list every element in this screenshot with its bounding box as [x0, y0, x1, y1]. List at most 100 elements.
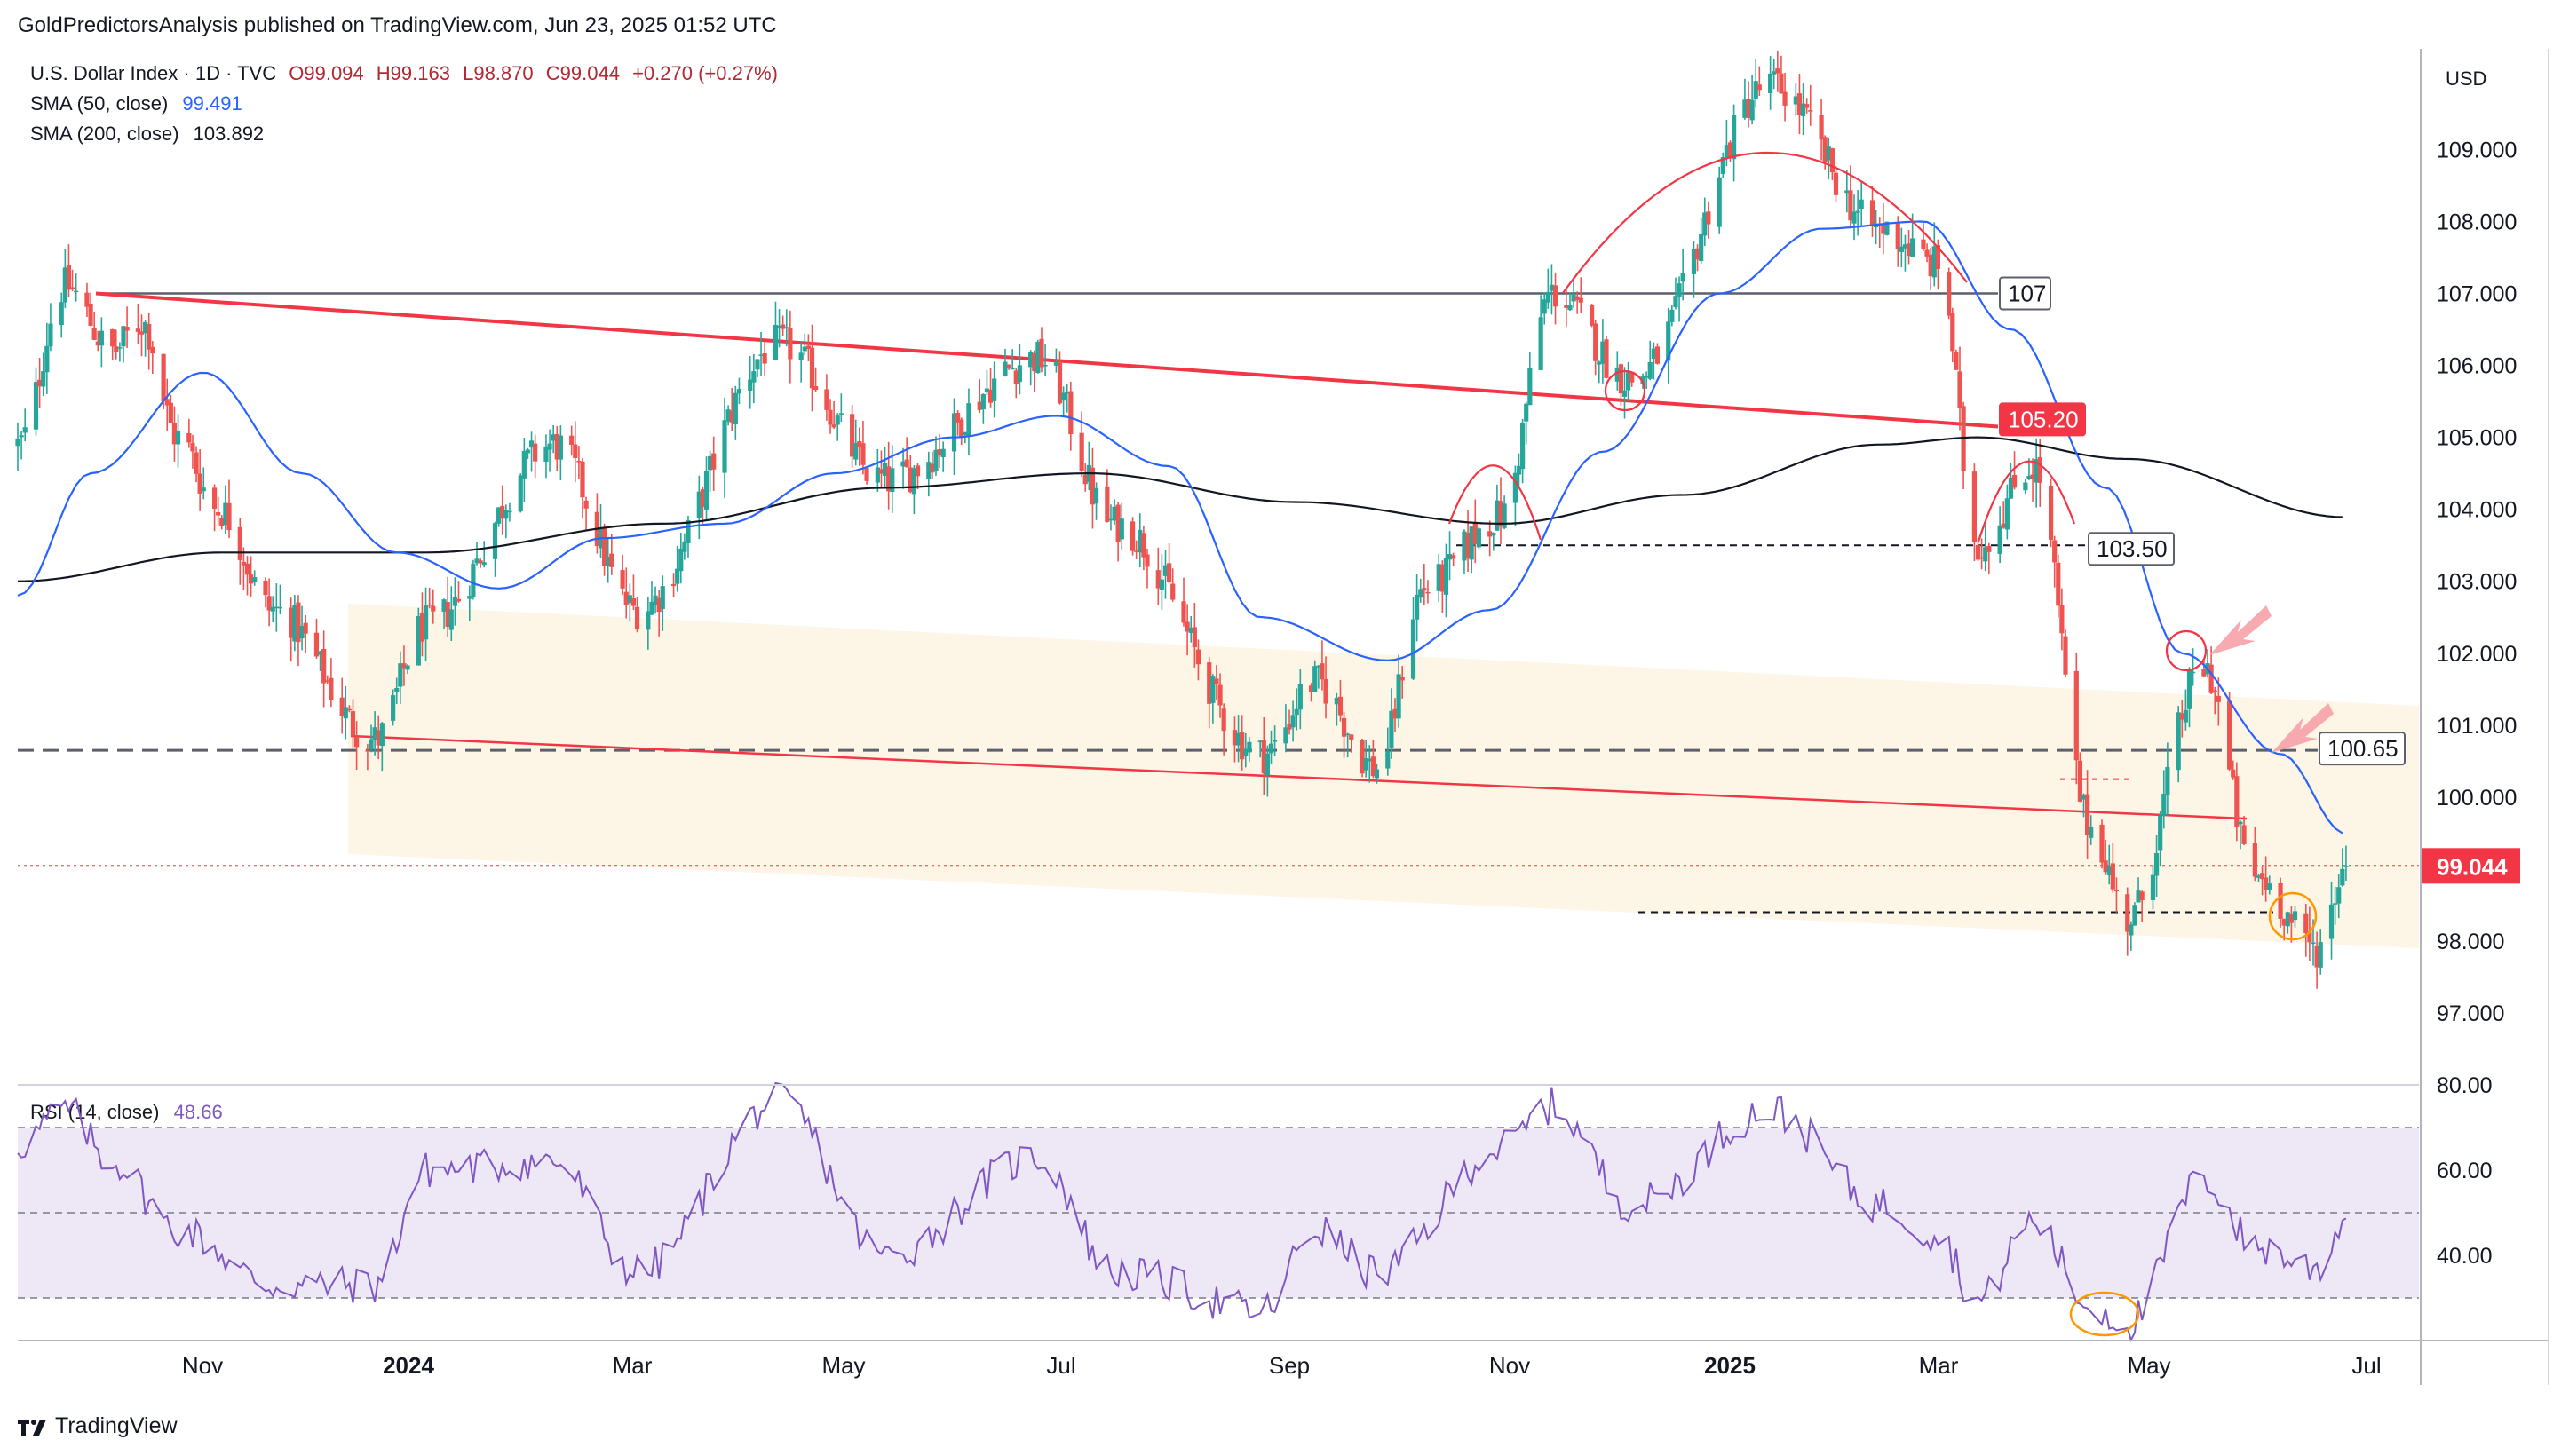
candle-body	[1899, 246, 1904, 252]
candle-body	[372, 727, 377, 740]
candle-body	[824, 389, 829, 410]
candle-body	[1947, 272, 1952, 316]
candle-body	[1618, 364, 1624, 394]
candle-body	[197, 473, 202, 494]
candle-body	[1983, 547, 1988, 562]
candle-body	[1571, 293, 1576, 302]
time-tick-label: May	[2127, 1352, 2170, 1379]
candle-body	[1028, 352, 1034, 368]
candle-body	[1673, 296, 1678, 307]
candle-body	[933, 449, 939, 471]
candle-body	[292, 605, 297, 642]
candle-body	[226, 502, 232, 531]
candle-body	[937, 449, 942, 456]
candle-body	[1312, 666, 1318, 692]
price-tick-label: 103.000	[2437, 570, 2517, 595]
candle-body	[1975, 544, 1981, 560]
candle-body	[708, 455, 713, 471]
brand-name: TradingView	[55, 1413, 178, 1438]
candle-body	[263, 580, 268, 596]
candle-body	[2106, 866, 2112, 875]
candle-body	[2030, 474, 2035, 479]
candle-body	[1491, 533, 1496, 536]
candle-body	[1666, 321, 1671, 361]
candle-body	[2333, 903, 2338, 905]
candle-body	[1283, 727, 1288, 744]
candle-body	[1297, 684, 1303, 710]
candle-body	[500, 505, 505, 519]
candle-body	[543, 446, 549, 463]
time-tick-label: May	[821, 1352, 865, 1379]
candle-body	[147, 323, 152, 350]
candle-body	[74, 290, 79, 293]
candle-body	[91, 328, 97, 340]
tradingview-brand[interactable]: TradingView	[18, 1413, 178, 1439]
candle-body	[1145, 554, 1150, 567]
last-price-tag	[2422, 848, 2520, 884]
candle-body	[1472, 523, 1478, 545]
candle-body	[1756, 84, 1762, 91]
candle-body	[2139, 891, 2145, 900]
candle-body	[241, 561, 246, 566]
candle-body	[1243, 748, 1249, 756]
candle-body	[1240, 732, 1245, 760]
candle-body	[1829, 148, 1835, 173]
candle-body	[329, 677, 334, 700]
candle-body	[2343, 866, 2349, 867]
candle-body	[507, 510, 512, 513]
candle-body	[1141, 533, 1146, 558]
candle-body	[339, 697, 345, 716]
candle-body	[1112, 506, 1117, 521]
candle-body	[186, 432, 192, 443]
candle-body	[201, 487, 206, 492]
candle-body	[121, 326, 126, 347]
candle-body	[1053, 362, 1059, 366]
candle-body	[2208, 664, 2214, 693]
candle-body	[1986, 545, 1992, 552]
candle-body	[2278, 882, 2283, 919]
candle-body	[1604, 339, 1609, 378]
candle-body	[2318, 942, 2323, 968]
price-tick-label: 97.000	[2437, 1001, 2504, 1026]
candle-body	[533, 443, 538, 462]
candle-body	[1545, 291, 1550, 303]
candle-body	[2110, 863, 2115, 890]
candle-body	[781, 324, 786, 329]
candle-body	[908, 467, 913, 493]
candle-body	[2288, 914, 2294, 923]
candle-body	[1833, 172, 1839, 195]
candle-body	[653, 595, 658, 605]
candle-body	[1465, 533, 1471, 559]
candle-body	[1320, 663, 1325, 680]
candle-body	[2340, 868, 2345, 886]
candle-body	[1363, 758, 1368, 771]
candle-body	[1552, 285, 1558, 307]
candle-body	[48, 323, 53, 347]
candle-body	[343, 707, 348, 719]
candle-body	[1217, 684, 1223, 706]
candle-body	[1706, 211, 1711, 225]
candle-body	[1851, 211, 1857, 224]
candle-body	[1360, 740, 1365, 774]
symbol-name: U.S. Dollar Index · 1D · TVC	[30, 62, 277, 84]
candle-body	[2165, 766, 2170, 795]
candle-body	[1155, 570, 1161, 589]
marker-circle-right	[2165, 629, 2208, 672]
candle-body	[1385, 751, 1391, 769]
time-tick-label: Mar	[1919, 1352, 1959, 1379]
candle-body	[838, 413, 844, 415]
candle-body	[1524, 403, 1529, 422]
candle-body	[1138, 529, 1143, 553]
candle-body	[678, 548, 684, 572]
candle-body	[496, 507, 502, 524]
candle-body	[62, 267, 67, 303]
candle-body	[244, 563, 250, 575]
candle-body	[1462, 531, 1467, 561]
candle-body	[911, 468, 916, 495]
currency-label[interactable]: USD	[2446, 67, 2487, 90]
candle-body	[915, 465, 921, 477]
candle-body	[904, 459, 909, 468]
candle-body	[634, 606, 640, 630]
arrow-icon	[2272, 703, 2334, 753]
